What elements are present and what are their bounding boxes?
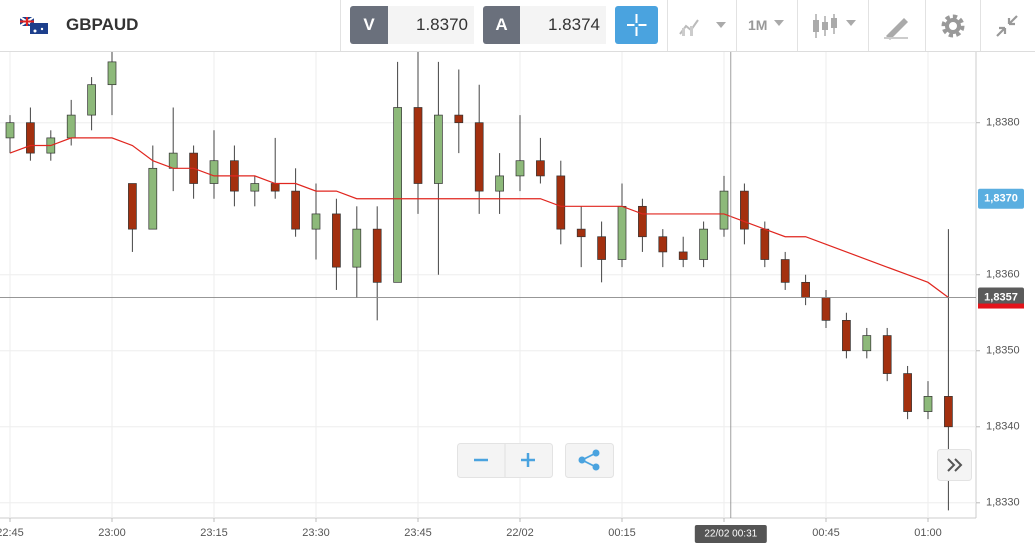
- x-tick-label: 23:45: [404, 527, 432, 539]
- candle-body: [842, 319, 851, 352]
- zoom-in[interactable]: [521, 453, 535, 467]
- bid-label: V: [350, 6, 388, 44]
- y-tick-label: 1,8350: [986, 345, 1020, 357]
- candle-body: [903, 373, 912, 412]
- separator: [980, 0, 981, 51]
- timeframe[interactable]: 1M: [748, 17, 768, 33]
- candle-body: [413, 107, 423, 184]
- candle-body: [148, 167, 158, 230]
- x-tick-label: 23:30: [302, 527, 330, 539]
- settings-button[interactable]: [940, 13, 966, 39]
- ask-tag: [978, 188, 1024, 209]
- y-tick-label: 1,8380: [986, 117, 1020, 129]
- separator: [340, 0, 341, 51]
- ask-label: A: [483, 6, 520, 44]
- collapse-button[interactable]: [994, 13, 1020, 39]
- candle-body: [495, 175, 504, 192]
- candle-body: [536, 160, 545, 177]
- candle-body: [699, 228, 708, 260]
- x-tick-label: 23:00: [98, 527, 126, 539]
- crosshair-button[interactable]: [615, 6, 658, 44]
- candle-body: [291, 190, 300, 230]
- candle-body: [719, 190, 729, 230]
- chart-type-button[interactable]: [678, 14, 728, 38]
- candle-body: [352, 228, 362, 268]
- price-tag: [978, 287, 1024, 308]
- x-tick-label: 23:15: [200, 527, 228, 539]
- x-tick-label: 00:15: [608, 527, 636, 539]
- draw-button[interactable]: [882, 12, 912, 40]
- candle-body: [372, 228, 382, 283]
- flag-icon: [20, 17, 48, 34]
- candle-body: [107, 61, 117, 86]
- candle-body: [821, 297, 831, 321]
- candle-body: [515, 160, 525, 177]
- candle-body: [250, 183, 260, 192]
- candle-body: [740, 190, 749, 230]
- candle-type-button[interactable]: [810, 12, 860, 40]
- candle-body: [168, 152, 178, 169]
- candle-body: [862, 335, 872, 352]
- candle-body: [5, 122, 15, 139]
- zoom-controls: [457, 443, 614, 478]
- candle-body: [801, 281, 810, 298]
- candle-body: [780, 259, 790, 283]
- symbol: GBPAUD: [66, 15, 139, 34]
- candle-body: [87, 84, 96, 116]
- separator: [736, 0, 737, 51]
- candle-body: [332, 213, 341, 268]
- separator: [797, 0, 798, 51]
- crosshair-time-tag: [694, 525, 767, 543]
- candle-body: [454, 114, 464, 124]
- y-tick-label: 1,8360: [986, 269, 1020, 281]
- moving-average-line: [9, 137, 949, 299]
- x-tick-label: 01:00: [914, 527, 942, 539]
- candle-body: [944, 396, 953, 428]
- caret: [774, 20, 784, 26]
- candle-body: [760, 228, 770, 260]
- candle-body: [638, 205, 647, 238]
- candle-body: [474, 122, 484, 192]
- y-tick-label: 1,8330: [986, 497, 1020, 509]
- candle-body: [270, 183, 280, 192]
- candle-body: [128, 183, 137, 230]
- x-tick-label: 22:45: [0, 527, 24, 539]
- y-tick-label: 1,8340: [986, 421, 1020, 433]
- bid-value: 1.8370: [388, 6, 474, 44]
- candle-body: [576, 228, 586, 238]
- candle-body: [556, 175, 566, 230]
- candle-body: [882, 335, 892, 374]
- toolbar: GBPAUD V 1.8370 A 1.8374 1M: [0, 0, 1035, 52]
- candle-body: [597, 236, 606, 260]
- crosshair-time-label: 22/02 00:31: [704, 529, 757, 540]
- candle-body: [66, 114, 76, 139]
- ask-value: 1.8374: [520, 6, 606, 44]
- separator: [868, 0, 869, 51]
- separator: [667, 0, 668, 51]
- candle-body: [658, 236, 668, 253]
- chart: 1,8330 1,8340 1,8350 1,8360 1,8380 22:45 23:00…: [0, 52, 1024, 543]
- candle-body: [311, 213, 321, 230]
- scroll-right-button[interactable]: [937, 449, 972, 481]
- price-tag-accent: [978, 303, 1024, 309]
- share-button[interactable]: [565, 443, 614, 478]
- price-tag-label: 1,8357: [984, 291, 1018, 303]
- candle-body: [209, 160, 219, 184]
- candle-body: [923, 396, 933, 412]
- x-tick-label: 22/02: [506, 527, 534, 539]
- candle-body: [434, 114, 443, 184]
- candle-body: [678, 251, 688, 260]
- candle-body: [617, 205, 627, 260]
- candle-body: [26, 122, 35, 154]
- x-tick-label: 00:45: [812, 527, 840, 539]
- separator: [925, 0, 926, 51]
- candle-body: [393, 107, 402, 283]
- ask-tag-label: 1,8370: [984, 193, 1018, 205]
